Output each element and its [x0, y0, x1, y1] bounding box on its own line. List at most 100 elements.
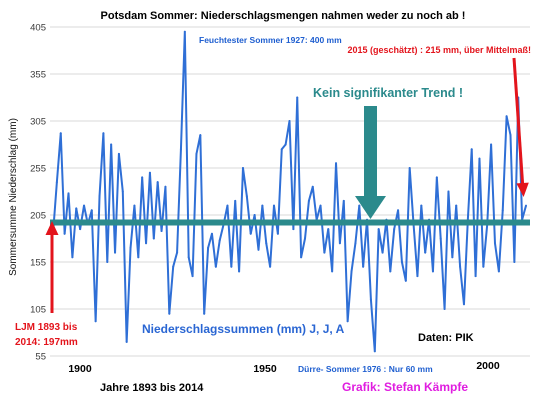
data-point: [156, 181, 159, 184]
data-point: [253, 214, 256, 216]
data-point: [129, 246, 132, 249]
y-axis-label: Sommersumme Niederschlag (mm): [8, 118, 19, 276]
data-point: [342, 199, 345, 202]
data-point: [455, 204, 458, 207]
y-tick-label: 155: [30, 258, 46, 269]
data-point: [424, 251, 427, 254]
data-point: [133, 204, 136, 207]
mean-arrow: [45, 221, 59, 313]
data-point: [501, 209, 504, 212]
data-point: [183, 30, 186, 33]
data-point: [226, 204, 229, 207]
estimate-2015-annotation: 2015 (geschätzt) : 215 mm, über Mittelma…: [347, 45, 531, 55]
y-tick-label: 105: [30, 305, 46, 316]
data-point: [311, 185, 314, 188]
data-point: [55, 181, 58, 184]
data-point: [67, 192, 70, 195]
data-point: [195, 152, 198, 155]
data-point: [393, 228, 396, 231]
data-point: [416, 275, 419, 278]
data-point: [114, 251, 117, 254]
data-point: [296, 96, 299, 99]
mean-arrow-head: [45, 221, 59, 235]
mean-label-line1: LJM 1893 bis: [15, 322, 78, 333]
data-point: [505, 115, 508, 118]
data-point: [90, 209, 93, 212]
data-point: [160, 229, 163, 232]
data-point: [241, 167, 244, 169]
data-point: [83, 204, 86, 207]
data-point: [381, 251, 384, 254]
data-point: [478, 157, 481, 160]
data-point: [451, 256, 454, 259]
data-point: [435, 176, 438, 179]
data-point: [176, 251, 179, 254]
data-point: [272, 204, 275, 207]
data-point: [234, 199, 237, 202]
data-point: [346, 320, 349, 323]
y-tick-label: 355: [30, 70, 46, 81]
data-point: [327, 228, 330, 231]
data-point: [377, 228, 380, 231]
data-point: [389, 270, 392, 273]
y-tick-labels: 55 105 155 205 255 305 355 405: [30, 23, 46, 363]
credit-label: Grafik: Stefan Kämpfe: [342, 380, 468, 394]
data-point: [261, 204, 264, 207]
data-point: [459, 265, 462, 268]
data-point: [276, 232, 279, 235]
data-point: [362, 265, 365, 268]
x-axis-label: Jahre 1893 bis 2014: [100, 382, 204, 394]
data-point: [187, 256, 190, 259]
data-point: [335, 162, 338, 165]
x-tick-label: 1900: [68, 363, 92, 375]
data-point: [319, 204, 322, 207]
data-point: [121, 190, 124, 193]
data-point: [214, 265, 217, 268]
data-point: [148, 171, 151, 174]
data-point: [304, 237, 307, 240]
data-point: [94, 320, 97, 323]
data-point: [397, 209, 400, 212]
data-point: [497, 270, 500, 273]
x-tick-label: 2000: [476, 360, 500, 372]
data-point: [323, 251, 326, 254]
data-point: [369, 298, 372, 301]
data-point: [245, 195, 248, 198]
data-point: [439, 237, 442, 240]
data-point: [117, 152, 120, 155]
data-point: [71, 256, 74, 259]
data-point: [102, 132, 105, 135]
data-point: [75, 207, 78, 210]
data-point: [106, 261, 109, 263]
data-point: [179, 148, 182, 151]
estimate-2015-arrow-head: [516, 182, 529, 197]
y-tick-label: 55: [35, 352, 46, 363]
data-point: [284, 143, 287, 146]
data-point: [137, 256, 140, 259]
data-point: [400, 261, 403, 263]
data-point: [199, 134, 202, 137]
estimate-2015-arrow: [512, 57, 529, 197]
data-point: [168, 312, 171, 315]
data-point: [164, 185, 167, 188]
data-point: [525, 204, 527, 207]
data-point: [59, 132, 62, 135]
data-point: [431, 270, 434, 273]
data-point: [207, 246, 210, 249]
data-point: [269, 265, 272, 268]
data-point: [331, 270, 334, 273]
data-point: [145, 242, 148, 245]
data-point: [300, 256, 303, 259]
data-point: [230, 265, 233, 268]
data-point: [490, 143, 493, 146]
y-tick-label: 205: [30, 211, 46, 222]
data-point: [257, 248, 260, 251]
data-point: [172, 265, 175, 268]
data-point: [404, 279, 407, 282]
data-point: [218, 239, 221, 242]
data-point: [443, 308, 446, 310]
data-point: [280, 148, 283, 151]
data-point: [420, 204, 423, 207]
